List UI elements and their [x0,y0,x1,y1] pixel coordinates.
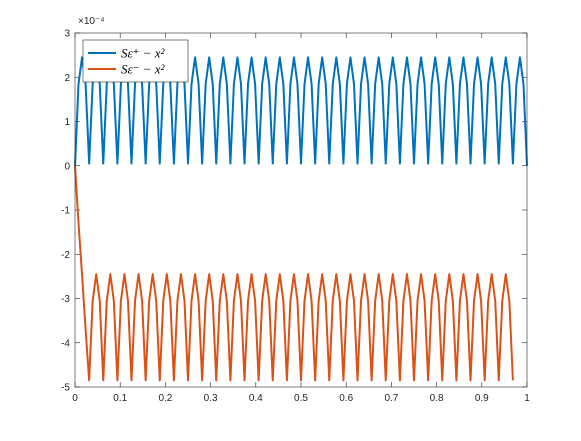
y-tick-label: 0 [64,161,70,172]
y-tick-label: 1 [64,117,70,128]
series-line [74,165,514,382]
x-tick-label: 0.7 [384,393,398,404]
x-tick-label: 0.9 [475,393,489,404]
legend-box [82,39,189,83]
x-tick-label: 0.2 [158,393,172,404]
plot-area [75,33,527,387]
y-tick-label: -5 [61,383,70,394]
x-tick-label: 0 [72,393,78,404]
y-tick-label: -2 [61,250,70,261]
x-tick-label: 0.8 [430,393,444,404]
x-tick-label: 0.4 [249,393,263,404]
y-tick-label: -3 [61,294,70,305]
y-tick-label: 3 [64,29,70,40]
x-tick-label: 0.3 [204,393,218,404]
y-tick-label: 2 [64,73,70,84]
legend-label: Sε⁺ − x² [121,46,166,61]
y-tick-label: -1 [61,206,70,217]
x-tick-label: 0.5 [294,393,308,404]
y-tick-label: -4 [61,338,70,349]
axes-box [74,32,528,388]
legend-label: Sε⁻ − x² [121,62,166,77]
x-tick-label: 1 [524,393,530,404]
x-tick-label: 0.1 [113,393,127,404]
x-tick-label: 0.6 [339,393,353,404]
exponent-label: ×10⁻⁴ [78,16,105,27]
